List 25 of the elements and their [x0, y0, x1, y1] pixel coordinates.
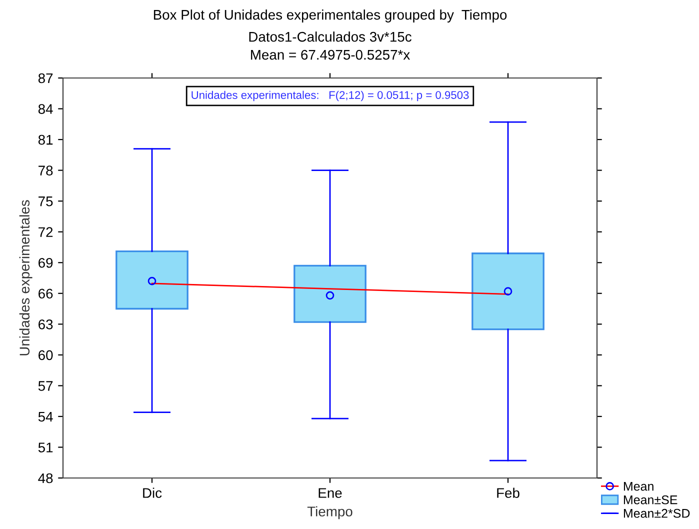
y-tick-label: 60	[38, 350, 53, 360]
legend-label: Mean±SE	[624, 495, 678, 504]
y-tick-label: 63	[38, 319, 53, 330]
text: Mean±2*SD	[624, 508, 690, 518]
y-tick-label: 51	[38, 442, 53, 452]
annotation: Unidades experimentales: F(2;12) = 0.0511; p = 0.9503	[192, 90, 469, 102]
y-axis-title: Unidades experimentales	[19, 200, 32, 356]
x-tick-label: Ene	[318, 488, 342, 498]
y-tick-label: 87	[38, 73, 53, 84]
x-axis-title: Tiempo	[307, 506, 352, 520]
y-tick-label: 48	[38, 473, 53, 484]
x-tick-label: Feb	[497, 488, 520, 498]
y-tick-label: 81	[38, 134, 53, 145]
legend-label: Mean	[624, 482, 654, 491]
y-tick-label: 54	[38, 412, 53, 422]
y-tick-label: 78	[38, 166, 53, 176]
chart-subtitle: Datos1-Calculados 3v*15c Mean = 67.4975-0.5257*x	[249, 32, 412, 60]
y-tick-label: 75	[38, 196, 53, 206]
y-tick-label: 69	[38, 258, 53, 268]
y-tick-label: 72	[38, 227, 53, 237]
y-tick-label: 84	[38, 104, 53, 114]
y-tick-label: 66	[38, 288, 53, 299]
y-tick-label: 57	[38, 381, 53, 391]
x-tick-label: Dic	[143, 488, 162, 498]
chart-title: Box Plot of Unidades experimentales grouped by Tiempo	[154, 10, 507, 22]
